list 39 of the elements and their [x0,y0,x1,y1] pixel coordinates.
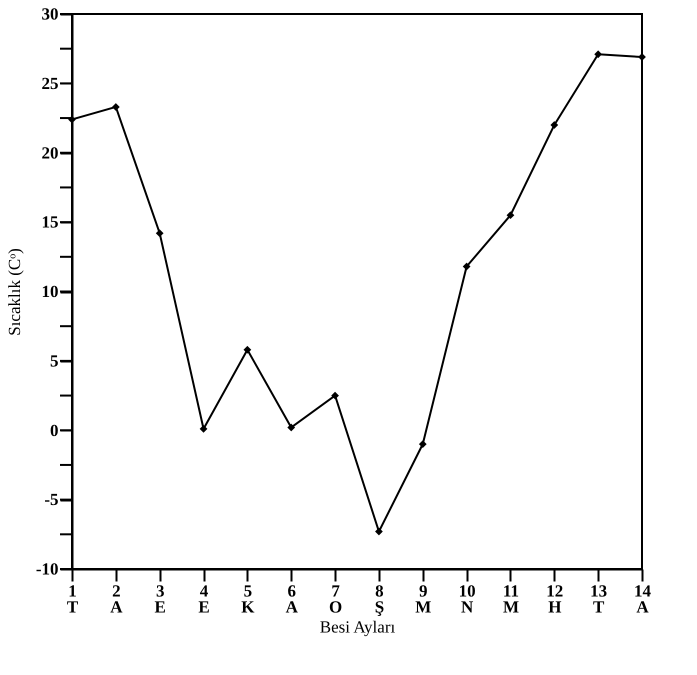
y-tick-label: 25 [42,74,58,93]
y-tick-label: -10 [36,560,58,578]
y-tick-label: 20 [42,143,58,162]
y-tick-label: 15 [42,212,58,232]
x-tick-label: 14 A [634,582,652,616]
x-tick-label: 4 E [198,582,210,616]
x-tick-label: 9 M [415,582,432,616]
point [506,211,514,220]
x-tick-label: 13 T [590,582,608,616]
point [418,440,427,448]
point [244,346,252,354]
x-tick-label: 12 H [546,582,564,616]
x-tick-label: 10 N [458,582,476,616]
x-tick-label: 8 Ş [374,582,384,616]
point [287,424,296,432]
x-tick-label: 1 T [66,582,79,616]
y-tick-label: 5 [50,351,58,370]
point [462,262,470,270]
x-tick-label: 5 K [241,582,256,616]
x-tick-label: 3 E [154,582,166,616]
point [331,392,339,400]
x-axis-title: Besi Ayları [320,618,396,636]
y-tick-label: 10 [42,282,58,301]
y-tick-label: -5 [44,490,58,510]
point [594,50,602,58]
point [68,116,76,124]
point [375,528,383,536]
y-tick-label: 30 [42,4,58,24]
x-tick-label: 2 A [110,582,124,616]
point [550,121,558,129]
x-tick-label: 6 A [286,582,299,616]
y-axis-title: Sıcaklık (Cᵒ) [4,248,24,336]
point [638,53,646,61]
x-tick-label: 7 O [328,582,342,616]
point [156,229,164,238]
point [112,103,120,111]
y-tick-label: 0 [50,420,58,440]
point [200,424,208,433]
x-tick-label: 11 M [502,582,519,616]
